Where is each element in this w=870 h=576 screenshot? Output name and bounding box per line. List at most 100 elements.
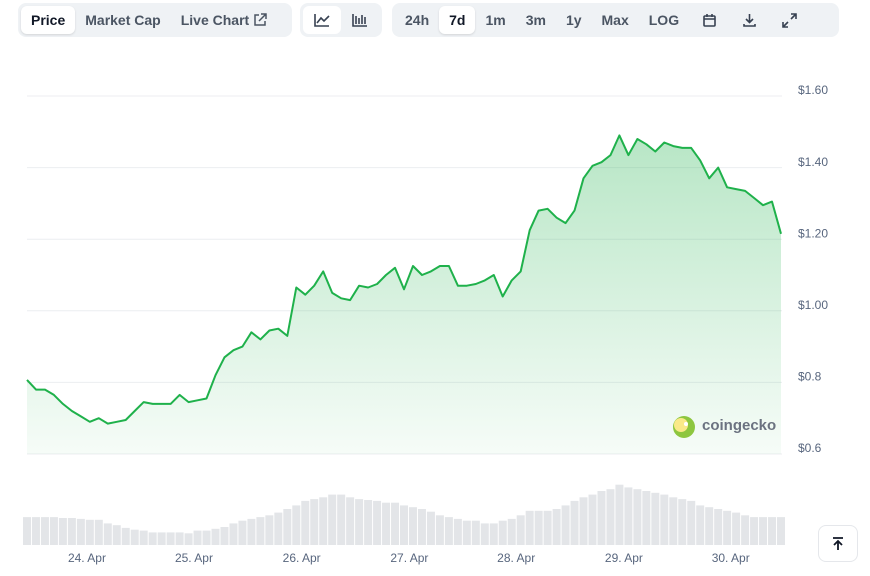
tab-group: Price Market Cap Live Chart xyxy=(18,3,292,37)
volume-bar xyxy=(606,489,615,545)
volume-bar xyxy=(49,517,58,545)
x-tick-label: 24. Apr xyxy=(68,551,106,565)
toolbar-button[interactable]: 1y xyxy=(556,6,592,34)
chart-kind-group xyxy=(300,3,382,37)
button-label: 7d xyxy=(449,12,466,28)
toolbar-button[interactable]: Live Chart xyxy=(171,6,277,34)
x-tick-label: 25. Apr xyxy=(175,551,213,565)
volume-bar xyxy=(247,518,256,545)
button-label: 3m xyxy=(525,12,546,28)
volume-bar xyxy=(687,500,696,545)
y-tick-label: $1.40 xyxy=(798,155,828,169)
volume-bar xyxy=(130,529,139,545)
volume-bar xyxy=(355,499,364,545)
volume-bar xyxy=(543,510,552,545)
x-tick-label: 29. Apr xyxy=(605,551,643,565)
volume-bar xyxy=(633,489,642,545)
icon xyxy=(702,13,716,27)
logo xyxy=(674,418,688,432)
volume-bar xyxy=(435,515,444,545)
volume-bar xyxy=(346,497,355,545)
volume-bar xyxy=(651,492,660,545)
volume-bar xyxy=(382,502,391,545)
button-label: 1m xyxy=(485,12,506,28)
volume-bar xyxy=(615,484,624,545)
volume-bar xyxy=(759,517,768,545)
toolbar-button[interactable]: Market Cap xyxy=(75,6,170,34)
volume-bar xyxy=(193,530,202,545)
x-tick-label: 26. Apr xyxy=(283,551,321,565)
watermark: coingecko xyxy=(673,416,776,438)
button-label: 1y xyxy=(565,12,582,28)
volume-bar xyxy=(184,533,193,545)
price-line xyxy=(26,134,782,425)
range-group: 24h 7d 1m 3m 1y Max LOG xyxy=(392,3,839,37)
volume-bar xyxy=(750,517,759,545)
tool-icon-button[interactable] xyxy=(729,6,769,34)
volume-bar xyxy=(462,520,471,545)
volume-bar xyxy=(364,500,373,545)
button-label: Market Cap xyxy=(85,12,161,28)
volume-bar xyxy=(579,497,588,545)
volume-bar xyxy=(408,507,417,545)
volume-bar xyxy=(391,502,400,545)
line-chart-button[interactable] xyxy=(303,6,341,34)
volume-bar xyxy=(705,507,714,545)
toolbar-button[interactable]: 7d xyxy=(439,6,476,34)
toolbar-button[interactable]: Price xyxy=(21,6,76,34)
logo xyxy=(684,422,688,426)
volume-bar xyxy=(139,530,148,545)
y-tick-label: $0.8 xyxy=(798,370,822,384)
volume-bar xyxy=(121,527,130,545)
volume-bar xyxy=(112,525,121,545)
volume-bar xyxy=(507,518,516,545)
scroll-top-button[interactable] xyxy=(818,525,858,562)
volume-bar xyxy=(597,491,606,545)
volume-bar xyxy=(534,510,543,545)
volume-bar xyxy=(777,517,785,545)
volume-bar xyxy=(678,499,687,545)
volume-bar xyxy=(471,520,480,545)
icon xyxy=(352,14,367,27)
candle-chart-button[interactable] xyxy=(341,6,379,34)
volume-bar xyxy=(732,512,741,545)
volume-bar xyxy=(525,510,534,545)
icon xyxy=(781,12,797,28)
tool-icon-button[interactable] xyxy=(689,6,729,34)
y-tick-label: $1.60 xyxy=(798,83,828,97)
volume-bar xyxy=(202,530,211,545)
volume-bar xyxy=(310,499,319,545)
volume-bar xyxy=(274,512,283,545)
icon xyxy=(742,13,756,27)
volume-bar xyxy=(642,491,651,545)
volume-bar xyxy=(741,515,750,545)
volume-bar xyxy=(561,505,570,545)
x-tick-label: 27. Apr xyxy=(390,551,428,565)
volume-bar xyxy=(229,523,238,545)
button-label: Price xyxy=(31,12,66,28)
volume-bar xyxy=(40,517,49,545)
toolbar-button[interactable]: 1m xyxy=(475,6,515,34)
toolbar-button[interactable]: 24h xyxy=(395,6,439,34)
volume-bar xyxy=(283,509,292,545)
external-icon xyxy=(254,13,267,26)
volume-bar xyxy=(328,494,337,545)
volume-bar xyxy=(31,517,40,545)
volume-bar xyxy=(148,532,157,545)
tool-icon-button[interactable] xyxy=(769,6,809,34)
volume-bar xyxy=(714,509,723,545)
toolbar-button[interactable]: LOG xyxy=(639,6,689,34)
volume-bar xyxy=(373,500,382,545)
toolbar-button[interactable]: Max xyxy=(592,6,639,34)
toolbar-button[interactable]: 3m xyxy=(516,6,556,34)
volume-bar xyxy=(23,517,31,545)
volume-bar xyxy=(624,487,633,545)
volume-bar xyxy=(94,519,103,545)
volume-bar xyxy=(337,494,346,545)
volume-bar xyxy=(220,527,229,545)
volume-bar xyxy=(768,517,777,545)
x-tick-label: 30. Apr xyxy=(712,551,750,565)
y-tick-label: $1.00 xyxy=(798,298,828,312)
